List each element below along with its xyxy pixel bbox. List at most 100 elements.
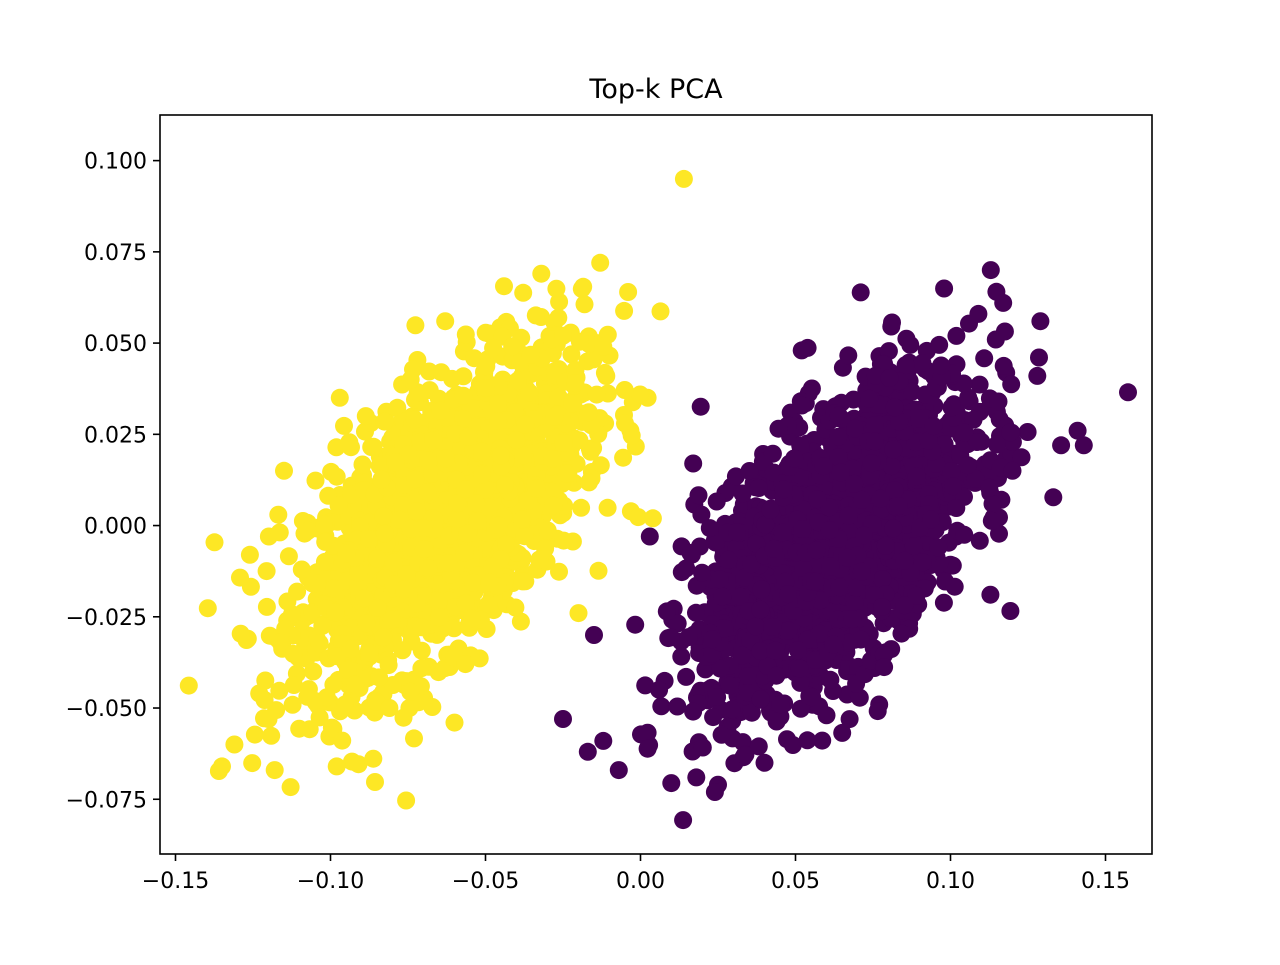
data-point — [412, 618, 431, 637]
data-point — [337, 544, 356, 563]
data-point — [393, 641, 412, 660]
data-point — [1119, 383, 1137, 402]
data-point — [710, 570, 729, 589]
data-point — [509, 371, 527, 390]
data-point — [436, 312, 455, 331]
data-point — [231, 624, 250, 643]
x-tick-label: −0.10 — [297, 869, 364, 894]
data-point — [506, 598, 525, 617]
data-point — [407, 502, 426, 521]
data-point — [310, 708, 329, 727]
data-point — [550, 562, 568, 581]
data-point — [813, 731, 832, 750]
data-point — [751, 642, 770, 660]
data-point — [467, 494, 486, 513]
data-point — [616, 414, 634, 433]
data-point — [511, 612, 530, 631]
data-point — [395, 580, 414, 599]
data-point — [483, 557, 502, 576]
data-point — [585, 626, 603, 644]
data-point — [684, 454, 703, 473]
data-point — [636, 676, 655, 695]
data-point — [896, 356, 915, 375]
data-point — [677, 667, 696, 686]
data-point — [640, 527, 659, 546]
data-point — [763, 618, 782, 636]
data-point — [672, 647, 691, 666]
series-0 — [179, 169, 693, 810]
data-point — [570, 431, 589, 450]
data-point — [489, 394, 507, 413]
data-point — [513, 510, 532, 529]
data-point — [871, 489, 890, 508]
data-point — [862, 454, 881, 473]
data-point — [503, 337, 522, 356]
data-point — [360, 530, 379, 548]
data-point — [355, 589, 374, 608]
data-point — [468, 511, 487, 530]
data-point — [414, 519, 433, 538]
data-point — [1001, 423, 1020, 442]
data-point — [489, 516, 508, 535]
data-point — [543, 449, 562, 468]
data-point — [783, 736, 802, 754]
data-point — [401, 519, 420, 538]
data-point — [349, 755, 368, 774]
data-point — [988, 435, 1006, 454]
data-point — [866, 366, 885, 385]
data-point — [779, 585, 797, 604]
data-point — [638, 739, 657, 758]
data-point — [793, 520, 812, 538]
data-point — [913, 553, 932, 572]
chart-title: Top-k PCA — [588, 74, 723, 105]
data-point — [752, 580, 771, 599]
data-point — [436, 449, 455, 468]
data-point — [456, 655, 475, 674]
x-tick-label: 0.00 — [616, 869, 665, 894]
data-point — [764, 539, 783, 558]
data-point — [824, 635, 843, 654]
x-tick-label: −0.15 — [142, 869, 209, 894]
data-point — [445, 713, 464, 732]
y-axis-ticks: −0.075 −0.050 −0.025 0.000 0.025 0.050 0.075 0.… — [66, 150, 160, 813]
data-point — [412, 659, 431, 678]
data-point — [838, 548, 857, 567]
data-point — [798, 731, 817, 750]
data-point — [751, 690, 770, 708]
data-point — [480, 573, 499, 592]
data-point — [955, 525, 974, 544]
data-point — [779, 621, 798, 640]
data-point — [530, 550, 549, 569]
data-point — [205, 533, 224, 552]
data-point — [807, 541, 826, 560]
data-point — [382, 610, 401, 629]
data-point — [711, 659, 730, 678]
data-point — [794, 559, 813, 577]
data-point — [349, 563, 368, 582]
data-point — [808, 556, 827, 574]
data-point — [638, 723, 657, 742]
data-point — [935, 279, 954, 298]
data-point — [944, 477, 962, 496]
data-point — [405, 410, 424, 429]
data-point — [327, 757, 346, 776]
data-point — [479, 595, 498, 614]
data-point — [913, 354, 932, 372]
data-point — [269, 505, 288, 524]
data-point — [883, 313, 901, 332]
data-point — [994, 356, 1013, 375]
data-point — [643, 509, 662, 528]
data-point — [554, 434, 573, 452]
data-point — [981, 585, 1000, 604]
data-point — [1074, 436, 1093, 455]
data-point — [719, 550, 738, 569]
data-point — [278, 592, 297, 611]
data-point — [374, 628, 393, 647]
data-point — [652, 697, 671, 716]
data-point — [704, 708, 723, 727]
data-point — [720, 676, 739, 695]
data-point — [488, 426, 507, 445]
data-point — [1052, 436, 1071, 455]
